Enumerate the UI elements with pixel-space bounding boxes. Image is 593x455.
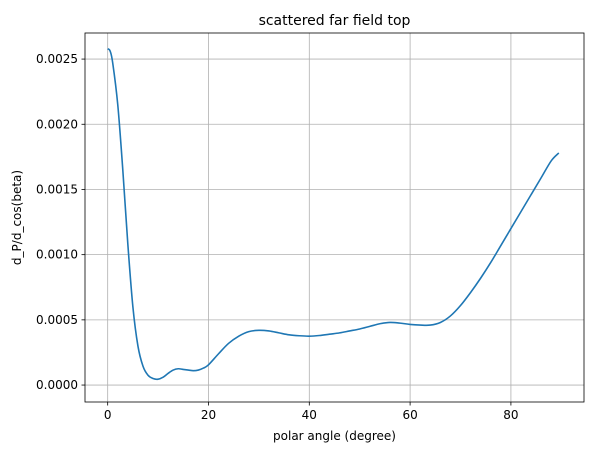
- x-tick-label: 0: [104, 408, 112, 422]
- y-tick-label: 0.0000: [36, 378, 78, 392]
- x-tick-label: 20: [201, 408, 216, 422]
- x-tick-label: 80: [503, 408, 518, 422]
- y-tick-label: 0.0005: [36, 313, 78, 327]
- y-axis-label: d_P/d_cos(beta): [10, 170, 24, 265]
- plot-frame: [84, 32, 585, 403]
- series-layer: [107, 47, 560, 381]
- y-tick-label: 0.0025: [36, 52, 78, 66]
- grid: [85, 33, 584, 402]
- ticks: 0 20 40 60 80 0.0000 0.0005 0.0010 0.0015 0.0020 0…: [36, 52, 519, 422]
- x-tick-label: 40: [302, 408, 317, 422]
- x-axis-label: polar angle (degree): [273, 429, 396, 443]
- y-tick-label: 0.0010: [36, 248, 78, 262]
- series-line: [107, 47, 560, 381]
- x-tick-label: 60: [402, 408, 417, 422]
- y-tick-label: 0.0015: [36, 182, 78, 196]
- chart-title: scattered far field top: [259, 13, 411, 29]
- y-tick-label: 0.0020: [36, 117, 78, 131]
